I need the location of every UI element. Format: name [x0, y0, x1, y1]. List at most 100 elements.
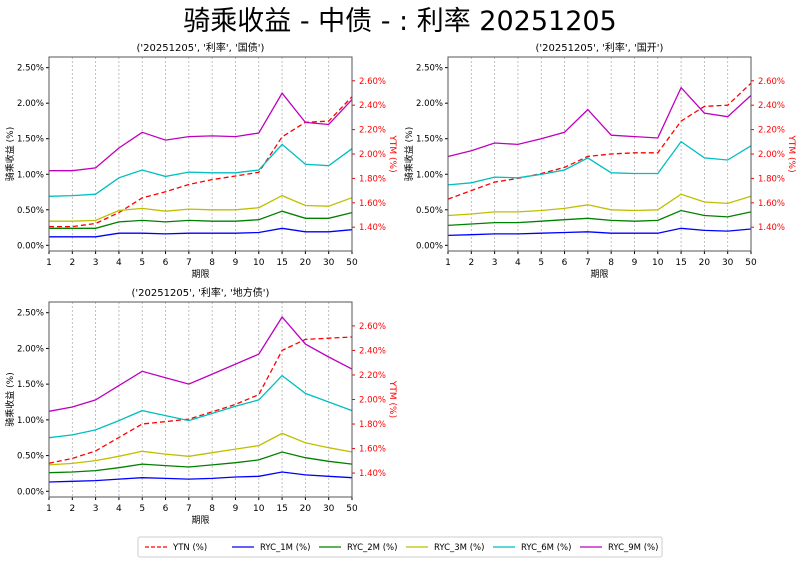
x-tick-label: 20 — [300, 258, 312, 268]
x-tick-label: 4 — [515, 258, 521, 268]
legend-label: RYC_6M (%) — [521, 543, 571, 553]
y2-tick-label: 2.20% — [758, 126, 785, 136]
x-tick-label: 7 — [585, 258, 591, 268]
x-tick-label: 15 — [675, 258, 686, 268]
x-tick-label: 1 — [445, 258, 451, 268]
chart-title: ('20251205', '利率', '地方债') — [132, 286, 270, 299]
y2-tick-label: 1.40% — [359, 469, 386, 479]
x-tick-label: 2 — [69, 258, 75, 268]
y2-tick-label: 2.40% — [758, 101, 785, 111]
y-tick-label: 2.00% — [17, 344, 44, 354]
y-tick-label: 1.50% — [17, 380, 44, 390]
x-tick-label: 6 — [562, 258, 568, 268]
y-tick-label: 0.00% — [17, 241, 44, 251]
x-axis-label: 期限 — [191, 515, 209, 526]
chart-title: ('20251205', '利率', '国债') — [137, 41, 265, 54]
x-tick-label: 1 — [46, 258, 52, 268]
chart-panel-2: ('20251205', '利率', '国开') 1 2 3 4 5 6 7 8 9 10 15 20 3… — [403, 41, 796, 280]
x-tick-label: 9 — [233, 504, 239, 514]
y2-axis-label: YTM (%) — [786, 134, 796, 172]
x-tick-label: 10 — [652, 258, 664, 268]
x-axis-label: 期限 — [191, 269, 209, 280]
figure-title: 骑乘收益 - 中债 - : 利率 20251205 — [183, 6, 617, 37]
y-tick-label: 2.00% — [17, 99, 44, 109]
x-tick-label: 9 — [632, 258, 638, 268]
x-tick-label: 5 — [538, 258, 544, 268]
y2-tick-label: 1.40% — [359, 223, 386, 233]
plot-frame — [48, 56, 353, 252]
y2-tick-label: 2.40% — [359, 346, 386, 356]
x-tick-label: 8 — [209, 258, 215, 268]
series-line-ryc-1m — [447, 227, 752, 237]
series-line-ryc-1m — [48, 471, 353, 483]
series-line-ryc-9m — [48, 315, 353, 412]
y-tick-label: 1.00% — [17, 170, 44, 180]
series-line-ryc-2m — [48, 451, 353, 474]
series-line-ryc-9m — [49, 92, 353, 172]
x-tick-label: 2 — [69, 504, 75, 514]
y2-tick-label: 2.60% — [359, 322, 386, 332]
x-tick-label: 7 — [186, 258, 192, 268]
y2-tick-label: 1.80% — [758, 174, 785, 184]
y-axis-label: 骑乘收益 (%) — [4, 372, 16, 426]
y-tick-label: 1.00% — [17, 416, 44, 426]
x-tick-label: 20 — [300, 504, 312, 514]
x-tick-label: 10 — [253, 258, 265, 268]
y-tick-label: 2.50% — [17, 64, 44, 74]
plot-frame — [447, 56, 752, 252]
y2-tick-label: 1.60% — [359, 199, 386, 209]
x-tick-label: 7 — [186, 504, 192, 514]
legend-label: RYC_2M (%) — [347, 543, 397, 553]
x-tick-label: 50 — [745, 258, 757, 268]
x-tick-label: 5 — [139, 504, 145, 514]
x-tick-label: 3 — [93, 504, 99, 514]
y-tick-label: 1.50% — [416, 135, 443, 145]
y2-tick-label: 2.60% — [359, 77, 386, 87]
x-tick-label: 50 — [346, 504, 358, 514]
y-tick-label: 2.00% — [416, 99, 443, 109]
x-tick-label: 15 — [276, 258, 287, 268]
legend-label: RYC_3M (%) — [434, 543, 484, 553]
y-tick-label: 0.00% — [17, 487, 44, 497]
x-tick-label: 6 — [163, 504, 169, 514]
x-tick-label: 4 — [116, 258, 122, 268]
y-tick-label: 1.00% — [416, 170, 443, 180]
x-tick-label: 15 — [276, 504, 287, 514]
x-tick-label: 9 — [233, 258, 239, 268]
y2-tick-label: 2.00% — [758, 150, 785, 160]
plot-frame — [48, 301, 353, 498]
y2-tick-label: 2.00% — [359, 396, 386, 406]
y2-tick-label: 1.80% — [359, 174, 386, 184]
series-line-ryc-6m — [447, 140, 752, 186]
y-axis-label: 骑乘收益 (%) — [403, 127, 415, 181]
y-tick-label: 0.00% — [416, 241, 443, 251]
x-axis-label: 期限 — [590, 269, 608, 280]
y-tick-label: 1.50% — [17, 135, 44, 145]
x-tick-label: 5 — [139, 258, 145, 268]
series-line-ryc-6m — [48, 374, 353, 439]
series-line-ryc-3m — [48, 432, 353, 466]
y2-axis-label: YTM (%) — [387, 380, 397, 418]
legend-label: RYC_1M (%) — [260, 543, 310, 553]
x-tick-label: 1 — [46, 504, 52, 514]
x-tick-label: 8 — [209, 504, 215, 514]
chart-panel-1: ('20251205', '利率', '国债') 1 2 3 4 5 6 7 8 9 10 15 20 3… — [4, 41, 397, 280]
legend: YTN (%) RYC_1M (%) RYC_2M (%) RYC_3M (%) RYC… — [137, 536, 663, 558]
y-tick-label: 0.50% — [416, 206, 443, 216]
y-axis-label: 骑乘收益 (%) — [4, 127, 16, 181]
y-tick-label: 0.50% — [17, 452, 44, 462]
y2-tick-label: 2.00% — [359, 150, 386, 160]
y2-axis-label: YTM (%) — [387, 134, 397, 172]
series-line-ytn — [48, 336, 353, 464]
legend-label: YTN (%) — [172, 543, 207, 553]
series-line-ryc-9m — [447, 86, 752, 158]
y2-tick-label: 2.60% — [758, 77, 785, 87]
series-line-ryc-1m — [49, 227, 353, 238]
series-line-ryc-6m — [48, 143, 353, 197]
x-tick-label: 30 — [323, 258, 335, 268]
y2-tick-label: 1.80% — [359, 420, 386, 430]
y2-tick-label: 2.40% — [359, 101, 386, 111]
series-line-ytn — [447, 82, 752, 200]
x-tick-label: 2 — [468, 258, 474, 268]
series-line-ryc-3m — [49, 194, 353, 222]
